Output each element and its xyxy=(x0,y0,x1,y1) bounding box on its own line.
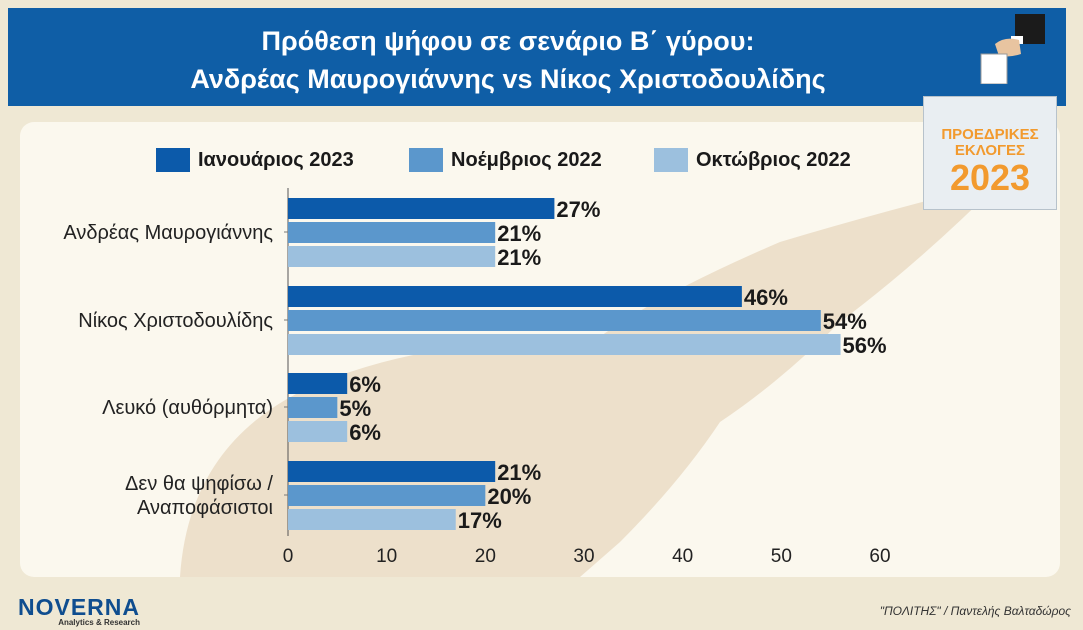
ballot-hand-icon xyxy=(980,14,1045,84)
bar-value-label: 56% xyxy=(843,333,887,358)
x-tick-label: 50 xyxy=(771,546,792,567)
category-label: Αναποφάσιστοι xyxy=(137,497,273,519)
x-tick-label: 30 xyxy=(573,546,594,567)
badge-year: 2023 xyxy=(949,157,1031,198)
logo-subtitle: Analytics & Research xyxy=(58,618,141,627)
legend-label: Ιανουάριος 2023 xyxy=(198,148,354,171)
bar-value-label: 21% xyxy=(497,221,541,246)
noverna-logo: NOVERNA Analytics & Research xyxy=(18,594,141,628)
bar xyxy=(288,397,338,418)
category-label: Νίκος Χριστοδουλίδης xyxy=(78,310,273,332)
bar-value-label: 54% xyxy=(823,309,867,334)
bar-value-label: 27% xyxy=(556,197,600,222)
title-line-1: Πρόθεση ψήφου σε σενάριο Β΄ γύρου: xyxy=(261,26,755,56)
legend-swatch xyxy=(156,148,190,172)
bar-value-label: 5% xyxy=(339,396,371,421)
bar xyxy=(288,373,348,394)
title-line-2: Ανδρέας Μαυρογιάννης vs Νίκος Χριστοδουλ… xyxy=(190,64,826,94)
bar xyxy=(288,509,456,530)
bar xyxy=(288,222,496,243)
logo-name: NOVERNA xyxy=(18,594,141,620)
legend-label: Νοέμβριος 2022 xyxy=(451,148,602,171)
bar xyxy=(288,246,496,267)
x-tick-label: 10 xyxy=(376,546,397,567)
bar-value-label: 17% xyxy=(458,508,502,533)
bar-value-label: 46% xyxy=(744,285,788,310)
bar xyxy=(288,461,496,482)
x-tick-label: 40 xyxy=(672,546,693,567)
badge-line-2: ΕΚΛΟΓΕΣ xyxy=(954,142,1026,159)
bar-value-label: 21% xyxy=(497,245,541,270)
bar-value-label: 6% xyxy=(349,372,381,397)
legend-label: Οκτώβριος 2022 xyxy=(696,148,851,171)
bar xyxy=(288,286,742,307)
x-tick-label: 60 xyxy=(869,546,890,567)
category-label: Λευκό (αυθόρμητα) xyxy=(102,397,273,419)
bar-value-label: 6% xyxy=(349,420,381,445)
bar xyxy=(288,198,555,219)
title-banner: Πρόθεση ψήφου σε σενάριο Β΄ γύρου: Ανδρέ… xyxy=(8,8,1066,106)
legend-item-nov-2022: Νοέμβριος 2022 xyxy=(409,148,602,172)
bar xyxy=(288,310,821,331)
bar xyxy=(288,334,841,355)
bar-value-label: 21% xyxy=(497,460,541,485)
category-label: Δεν θα ψηφίσω / xyxy=(125,473,273,495)
x-tick-label: 20 xyxy=(475,546,496,567)
legend-item-jan-2023: Ιανουάριος 2023 xyxy=(156,148,354,172)
legend-swatch xyxy=(409,148,443,172)
source-credit: "ΠΟΛΙΤΗΣ" / Παντελής Βαλταδώρος xyxy=(879,604,1071,618)
bar-value-label: 20% xyxy=(487,484,531,509)
x-tick-label: 0 xyxy=(283,546,294,567)
legend-swatch xyxy=(654,148,688,172)
chart-title: Πρόθεση ψήφου σε σενάριο Β΄ γύρου: Ανδρέ… xyxy=(8,22,1008,98)
legend-item-oct-2022: Οκτώβριος 2022 xyxy=(654,148,851,172)
bar xyxy=(288,485,486,506)
elections-badge: ΠΡΟΕΔΡΙΚΕΣ ΕΚΛΟΓΕΣ 2023 xyxy=(923,96,1057,210)
badge-line-1: ΠΡΟΕΔΡΙΚΕΣ xyxy=(941,126,1039,143)
category-label: Ανδρέας Μαυρογιάννης xyxy=(63,222,273,244)
bar xyxy=(288,421,348,442)
